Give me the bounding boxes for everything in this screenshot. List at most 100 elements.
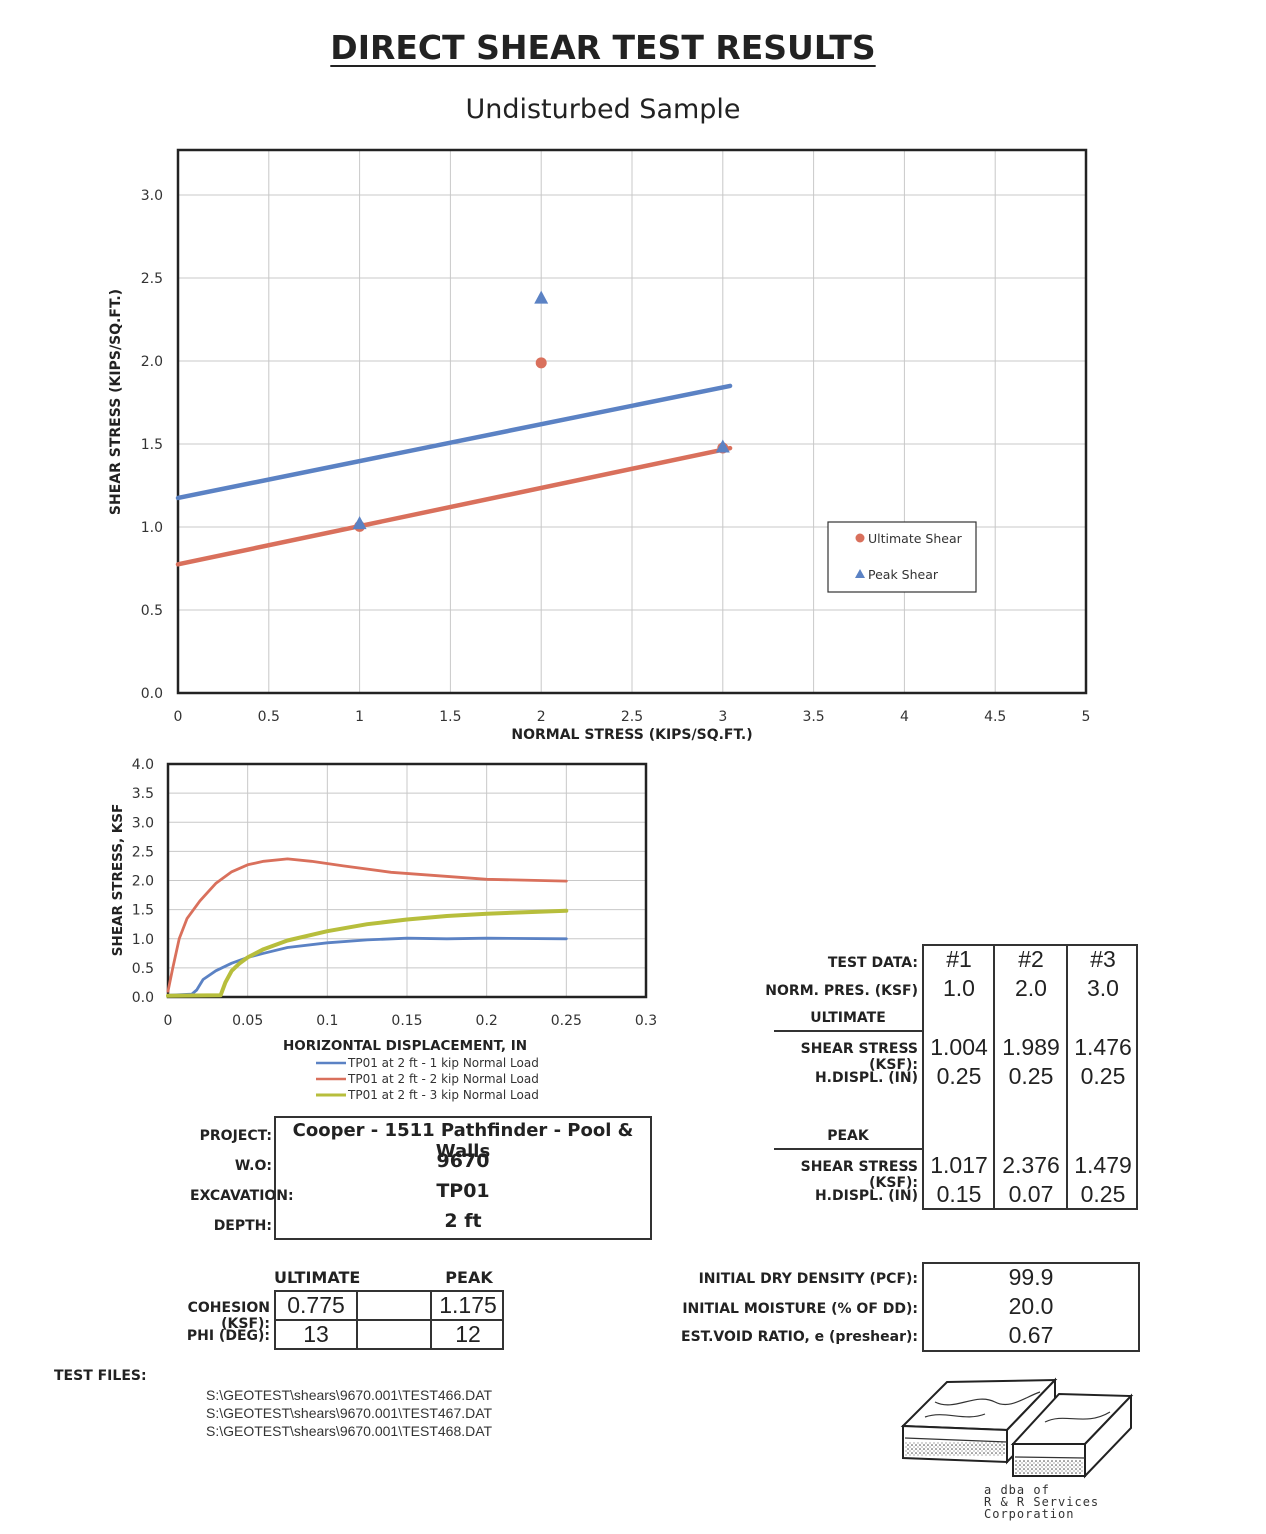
chart1-x-tick-label: 3 <box>718 709 727 725</box>
displacement-vs-shear-chart: 0 0.05 0.1 0.15 0.2 0.25 0.3 0.0 0.5 1.0 1.5 2.0 2.5… <box>110 757 657 1102</box>
chart2-y-tick-label: 2.0 <box>132 874 154 890</box>
chart2-plot-frame <box>166 762 648 999</box>
chart1-y-tick-label: 3.0 <box>141 188 163 204</box>
chart1-fit-line <box>175 383 733 501</box>
chart2-y-tick-label: 1.5 <box>132 903 154 919</box>
chart1-x-tick-label: 2.5 <box>621 709 643 725</box>
test-file-3: S:\GEOTEST\shears\9670.001\TEST468.DAT <box>206 1423 493 1439</box>
chart2-y-tick-label: 3.5 <box>132 786 154 802</box>
norm-pres-label: NORM. PRES. (KSF) <box>765 983 918 999</box>
depth-value: 2 ft <box>444 1210 482 1232</box>
peak-displ-1: 0.15 <box>936 1181 982 1207</box>
test-number-2: #2 <box>1018 946 1044 972</box>
peak-displ-2: 0.07 <box>1008 1181 1054 1207</box>
ult-shear-3: 1.476 <box>1074 1034 1132 1060</box>
phi-ultimate: 13 <box>303 1321 329 1347</box>
ult-displ-2: 0.25 <box>1008 1063 1054 1089</box>
chart1-point-peak <box>352 516 367 530</box>
normal-vs-shear-chart: 0 0.5 1 1.5 2 2.5 3 3.5 4 4.5 5 0.0 0.5 1.0 1.5 2.0 2.5 3… <box>108 148 1091 743</box>
chart2-y-tick-label: 3.0 <box>132 815 154 831</box>
legend-circle-marker <box>855 533 865 543</box>
chart1-fit-lines <box>175 383 733 567</box>
ult-displ-1: 0.25 <box>936 1063 982 1089</box>
peak-shear-1: 1.017 <box>930 1152 988 1178</box>
chart1-y-tick-label: 1.0 <box>141 520 163 536</box>
chart2-y-tick-label: 2.5 <box>132 844 154 860</box>
cohesion-peak: 1.175 <box>439 1292 497 1318</box>
chart2-tick-labels: 0 0.05 0.1 0.15 0.2 0.25 0.3 0.0 0.5 1.0 1.5 2.0 2.5… <box>132 757 657 1029</box>
test-data-table: TEST DATA: #1 #2 #3 NORM. PRES. (KSF) 1.… <box>760 944 1145 1214</box>
chart2-x-axis-label: HORIZONTAL DISPLACEMENT, IN <box>283 1038 527 1054</box>
chart1-x-tick-label: 0.5 <box>258 709 280 725</box>
chart1-plot-frame <box>176 148 1088 695</box>
void-ratio-value: 0.67 <box>1008 1322 1054 1348</box>
test-data-frame <box>922 944 1138 1210</box>
test-number-3: #3 <box>1090 946 1116 972</box>
depth-label: DEPTH: <box>213 1218 272 1234</box>
chart1-x-tick-label: 2 <box>537 709 546 725</box>
chart2-series-line <box>166 936 568 997</box>
peak-header: PEAK <box>827 1128 869 1144</box>
legend-ultimate-shear: Ultimate Shear <box>868 531 963 546</box>
chart1-points <box>352 290 730 532</box>
moisture-label: INITIAL MOISTURE (% OF DD): <box>682 1301 918 1317</box>
peak-displ-3: 0.25 <box>1080 1181 1126 1207</box>
strength-parameters: ULTIMATE PEAK COHESION (KSF): 0.775 1.17… <box>140 1266 510 1352</box>
peak-displ-label: H.DISPL. (IN) <box>814 1188 918 1204</box>
chart2-x-tick-label: 0 <box>164 1013 173 1029</box>
test-file-2: S:\GEOTEST\shears\9670.001\TEST467.DAT <box>206 1405 493 1421</box>
chart2-series-lines <box>166 857 569 998</box>
chart2-series-line <box>166 908 569 998</box>
ult-displ-label: H.DISPL. (IN) <box>814 1070 918 1086</box>
chart1-x-tick-label: 3.5 <box>802 709 824 725</box>
ult-shear-2: 1.989 <box>1002 1034 1060 1060</box>
chart1-x-axis-label: NORMAL STRESS (KIPS/SQ.FT.) <box>511 727 752 743</box>
soil-properties: INITIAL DRY DENSITY (PCF): 99.9 INITIAL … <box>680 1262 1145 1354</box>
chart1-x-tick-label: 5 <box>1082 709 1091 725</box>
phi-label: PHI (DEG): <box>186 1328 270 1344</box>
logo-caption: a dba of R & R Services Corporation <box>984 1484 1099 1520</box>
chart1-grid <box>177 150 1087 694</box>
chart2-x-tick-label: 0.3 <box>635 1013 657 1029</box>
norm-pres-3: 3.0 <box>1087 975 1119 1001</box>
peak-shear-label: SHEAR STRESS (KSF): <box>800 1159 918 1191</box>
chart1-y-tick-label: 2.0 <box>141 354 163 370</box>
chart2-x-tick-label: 0.05 <box>232 1013 263 1029</box>
ult-displ-3: 0.25 <box>1080 1063 1126 1089</box>
chart1-point-peak <box>534 290 549 304</box>
project-value: Cooper - 1511 Pathfinder - Pool & Walls <box>292 1120 634 1162</box>
chart2-x-tick-label: 0.2 <box>476 1013 498 1029</box>
project-label: PROJECT: <box>199 1128 272 1144</box>
strength-ultimate-header: ULTIMATE <box>274 1268 361 1287</box>
chart2-y-axis-label: SHEAR STRESS, KSF <box>110 804 126 956</box>
company-logo <box>900 1377 1134 1479</box>
dry-density-value: 99.9 <box>1008 1264 1054 1290</box>
chart2-y-tick-label: 4.0 <box>132 757 154 773</box>
legend-series-3: TP01 at 2 ft - 3 kip Normal Load <box>347 1088 539 1102</box>
legend-peak-shear: Peak Shear <box>868 567 939 582</box>
chart2-legend: TP01 at 2 ft - 1 kip Normal Load TP01 at… <box>316 1056 539 1102</box>
chart2-series-line <box>166 857 568 993</box>
chart1-x-tick-label: 4 <box>900 709 909 725</box>
chart1-x-tick-label: 4.5 <box>984 709 1006 725</box>
chart1-tick-labels: 0 0.5 1 1.5 2 2.5 3 3.5 4 4.5 5 0.0 0.5 1.0 1.5 2.0 2.5 3… <box>141 188 1091 725</box>
cohesion-ultimate: 0.775 <box>287 1292 345 1318</box>
ult-shear-label: SHEAR STRESS (KSF): <box>800 1041 918 1073</box>
chart1-x-tick-label: 1 <box>355 709 364 725</box>
legend-triangle-marker <box>855 569 865 578</box>
peak-shear-3: 1.479 <box>1074 1152 1132 1178</box>
page-subtitle: Undisturbed Sample <box>465 94 741 125</box>
legend-series-1: TP01 at 2 ft - 1 kip Normal Load <box>347 1056 539 1070</box>
chart1-x-tick-label: 0 <box>174 709 183 725</box>
chart1-fit-line <box>175 445 733 567</box>
void-ratio-label: EST.VOID RATIO, e (preshear): <box>681 1329 918 1345</box>
chart1-point-peak <box>715 439 730 453</box>
logo-line-1: a dba of <box>984 1483 1050 1497</box>
legend-series-2: TP01 at 2 ft - 2 kip Normal Load <box>347 1072 539 1086</box>
excavation-value: TP01 <box>436 1180 490 1202</box>
chart1-legend: Ultimate Shear Peak Shear <box>827 521 977 593</box>
chart1-y-tick-label: 1.5 <box>141 437 163 453</box>
logo-line-2: R & R Services <box>984 1495 1100 1509</box>
ultimate-header: ULTIMATE <box>810 1010 886 1026</box>
norm-pres-2: 2.0 <box>1015 975 1047 1001</box>
